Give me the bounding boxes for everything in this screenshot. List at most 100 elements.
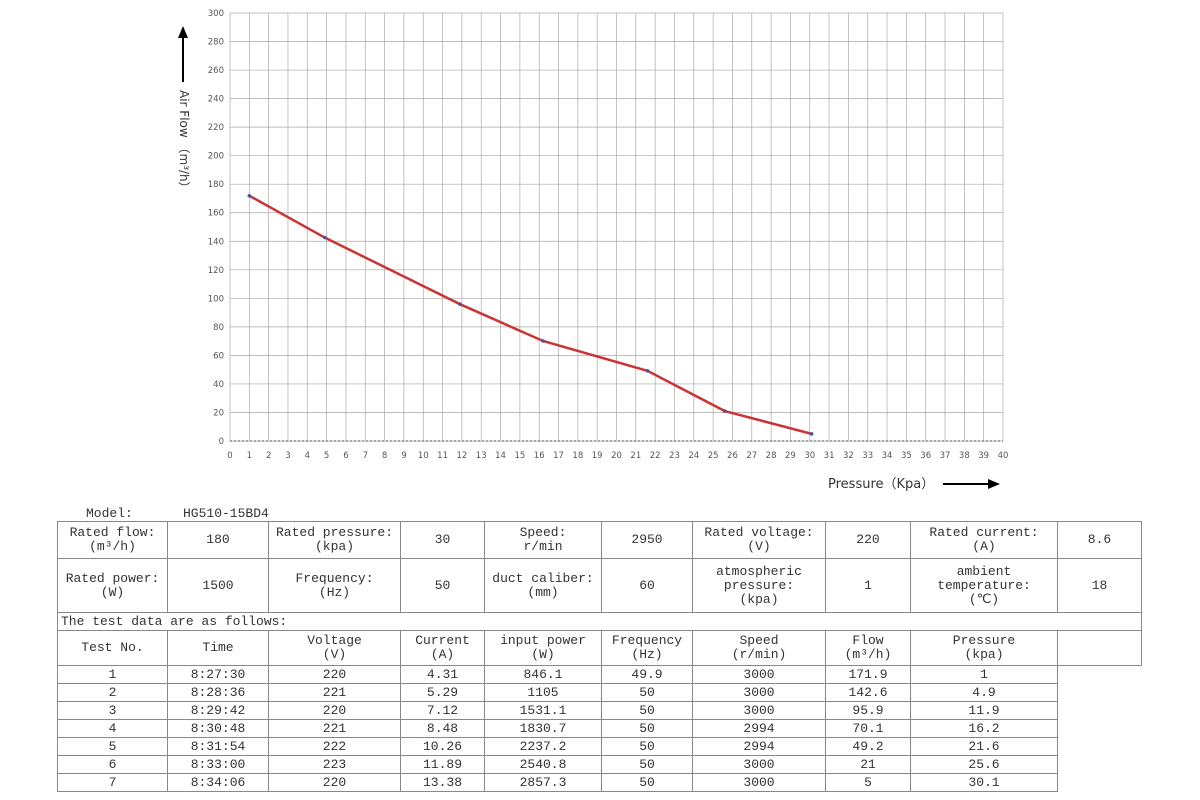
table-cell: 220: [268, 665, 401, 684]
x-tick-label: 32: [843, 451, 854, 461]
x-tick-label: 21: [630, 451, 641, 461]
table-cell: 220: [268, 773, 401, 792]
table-cell: 8:31:54: [167, 737, 269, 756]
table-cell: Current (A): [400, 630, 485, 666]
y-axis-label: Air Flow （m³/h）: [177, 90, 191, 194]
table-cell: [1057, 630, 1142, 666]
x-tick-label: 13: [476, 451, 487, 461]
table-cell: 7: [57, 773, 168, 792]
spec-table: Rated flow: (m³/h) 180 Rated pressure: (kp…: [57, 521, 1142, 792]
table-cell: 21.6: [910, 737, 1058, 756]
table-cell: duct caliber: (mm): [484, 558, 602, 613]
x-tick-label: 2: [266, 451, 271, 461]
x-tick-label: 30: [804, 451, 815, 461]
y-tick-label: 260: [208, 66, 224, 76]
x-tick-label: 4: [305, 451, 310, 461]
y-tick-label: 120: [208, 266, 224, 276]
x-tick-label: 27: [746, 451, 757, 461]
table-cell: 1: [57, 665, 168, 684]
data-row: 4 8:30:48 221 8.48 1830.7 50 2994 70.1 16.2: [57, 719, 1142, 738]
table-cell: 222: [268, 737, 401, 756]
x-tick-label: 36: [920, 451, 931, 461]
header-row: Test No. Time Voltage (V) Current (A) input …: [57, 630, 1142, 666]
x-tick-label: 7: [363, 451, 368, 461]
y-tick-label: 160: [208, 209, 224, 219]
table-cell: 11.89: [400, 755, 485, 774]
table-cell: 60: [601, 558, 693, 613]
table-cell: 3000: [692, 773, 826, 792]
table-cell: 30: [400, 521, 485, 559]
table-cell: 13.38: [400, 773, 485, 792]
x-tick-label: 39: [978, 451, 989, 461]
table-cell: 8.48: [400, 719, 485, 738]
x-tick-label: 5: [324, 451, 329, 461]
table-cell: 70.1: [825, 719, 911, 738]
table-cell: 10.26: [400, 737, 485, 756]
table-cell: 5: [57, 737, 168, 756]
table-cell: Frequency: (Hz): [268, 558, 401, 613]
table-cell: 50: [601, 773, 693, 792]
y-tick-label: 140: [208, 237, 224, 247]
table-cell: 50: [601, 719, 693, 738]
table-cell: 50: [601, 683, 693, 702]
table-cell: 1: [910, 665, 1058, 684]
x-tick-label: 40: [998, 451, 1009, 461]
data-row: 2 8:28:36 221 5.29 1105 50 3000 142.6 4.9: [57, 683, 1142, 702]
table-cell: 2857.3: [484, 773, 602, 792]
y-tick-label: 20: [213, 408, 224, 418]
table-cell: 16.2: [910, 719, 1058, 738]
table-cell: 18: [1057, 558, 1142, 613]
table-cell: 223: [268, 755, 401, 774]
data-point: [722, 409, 727, 413]
table-cell: 6: [57, 755, 168, 774]
y-tick-label: 60: [213, 351, 224, 361]
data-row: 5 8:31:54 222 10.26 2237.2 50 2994 49.2 21.6: [57, 737, 1142, 756]
chart: Air Flow （m³/h） Pressure（Kpa） 0204060801…: [177, 9, 1009, 492]
x-tick-label: 26: [727, 451, 738, 461]
table-cell: 8.6: [1057, 521, 1142, 559]
y-tick-label: 80: [213, 323, 224, 333]
table-cell: 3000: [692, 683, 826, 702]
x-tick-label: 16: [534, 451, 545, 461]
data-row: 1 8:27:30 220 4.31 846.1 49.9 3000 171.9 1: [57, 665, 1142, 684]
model-value: HG510-15BD4: [183, 506, 269, 521]
x-tick-label: 28: [766, 451, 777, 461]
table-cell: Voltage (V): [268, 630, 401, 666]
table-cell: Rated voltage: (V): [692, 521, 826, 559]
table-cell: 2950: [601, 521, 693, 559]
y-tick-label: 220: [208, 123, 224, 133]
table-cell: 220: [825, 521, 911, 559]
x-tick-label: 6: [343, 451, 348, 461]
table-cell: input power (W): [484, 630, 602, 666]
table-cell: 4: [57, 719, 168, 738]
table-cell: 1830.7: [484, 719, 602, 738]
table-cell: ambient temperature: (℃): [910, 558, 1058, 613]
x-tick-label: 33: [862, 451, 873, 461]
table-cell: 8:30:48: [167, 719, 269, 738]
x-axis-arrowhead: [988, 479, 1000, 489]
y-axis-arrowhead: [178, 26, 188, 38]
x-tick-label: 0: [227, 451, 232, 461]
y-tick-label: 180: [208, 180, 224, 190]
table-cell: Rated pressure: (kpa): [268, 521, 401, 559]
data-point: [809, 432, 814, 436]
data-row: 6 8:33:00 223 11.89 2540.8 50 3000 21 25.6: [57, 755, 1142, 774]
x-tick-label: 15: [514, 451, 525, 461]
spec-row: Rated flow: (m³/h) 180 Rated pressure: (kp…: [57, 521, 1142, 559]
x-tick-label: 19: [592, 451, 603, 461]
table-cell: 2: [57, 683, 168, 702]
table-cell: 3000: [692, 701, 826, 720]
table-cell: 50: [601, 755, 693, 774]
table-cell: 4.31: [400, 665, 485, 684]
table-cell: Rated power: (W): [57, 558, 168, 613]
table-cell: 180: [167, 521, 269, 559]
table-cell: Test No.: [57, 630, 168, 666]
table-cell: 8:29:42: [167, 701, 269, 720]
table-cell: 30.1: [910, 773, 1058, 792]
x-tick-label: 10: [418, 451, 429, 461]
x-tick-label: 14: [495, 451, 506, 461]
table-cell: 7.12: [400, 701, 485, 720]
table-cell: 50: [601, 737, 693, 756]
table-cell: 49.2: [825, 737, 911, 756]
model-line: Model: HG510-15BD4: [86, 506, 269, 521]
